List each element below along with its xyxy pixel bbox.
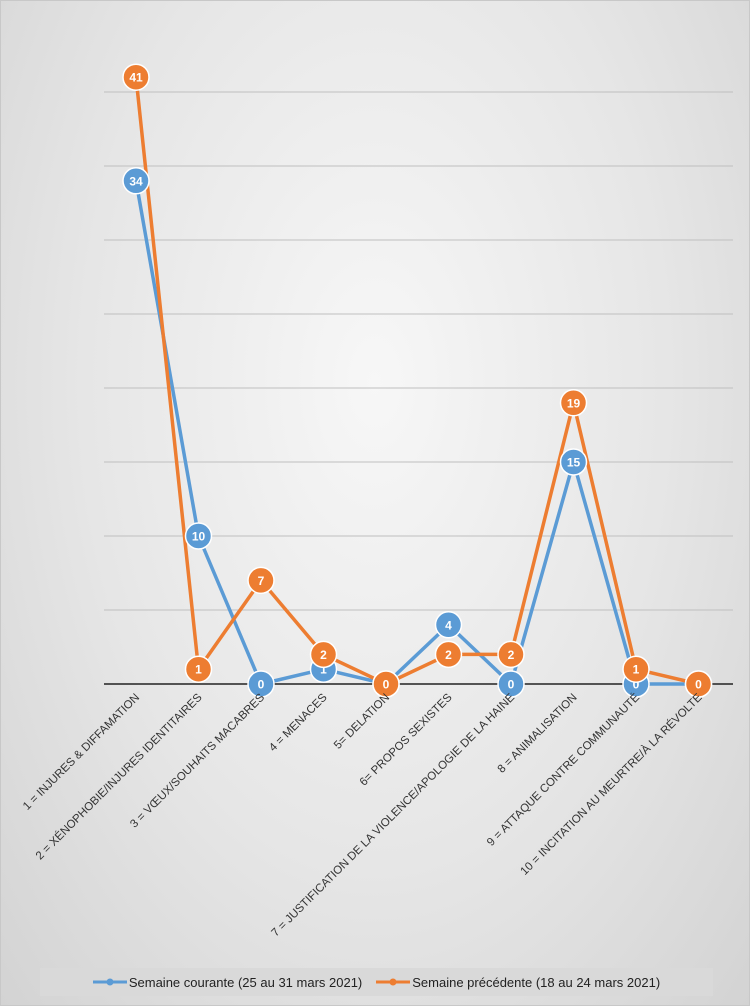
data-point: 0	[372, 670, 400, 698]
data-point-marker	[622, 655, 650, 683]
data-point-marker	[559, 448, 588, 476]
series-lines	[134, 77, 699, 686]
data-point: 1	[622, 655, 650, 683]
legend-label-previous: Semaine précédente (18 au 24 mars 2021)	[412, 974, 661, 990]
data-label: 1	[320, 663, 327, 677]
legend-item-current: Semaine courante (25 au 31 mars 2021)	[92, 974, 363, 990]
data-point: 2	[434, 640, 463, 669]
data-label: 1	[195, 663, 202, 677]
data-point-marker	[184, 655, 213, 683]
data-point-marker	[122, 167, 150, 195]
legend: Semaine courante (25 au 31 mars 2021) Se…	[40, 968, 713, 996]
legend-swatch-current	[92, 978, 127, 986]
data-label: 19	[567, 396, 581, 410]
data-point: 4	[434, 611, 463, 639]
data-point: 2	[497, 640, 525, 669]
data-label: 34	[129, 174, 143, 188]
data-label: 2	[445, 648, 452, 662]
data-point-marker	[122, 63, 150, 91]
data-point: 41	[122, 63, 150, 91]
series-markers: 3410010401500411720221910	[122, 63, 713, 698]
legend-swatch-previous	[376, 978, 411, 986]
data-label: 15	[567, 456, 581, 470]
data-point: 0	[684, 670, 713, 698]
x-tick-label: 4 = MENACES	[267, 691, 330, 754]
data-point-marker	[434, 611, 463, 639]
data-label: 0	[508, 678, 515, 692]
data-point: 2	[309, 640, 338, 669]
data-point: 0	[247, 670, 275, 698]
x-tick-label: 3 = VŒUX/SOUHAITS MACABRES	[128, 691, 267, 830]
data-point-marker	[372, 670, 400, 698]
data-label: 1	[633, 663, 640, 677]
data-point: 19	[559, 389, 588, 417]
gridlines	[104, 91, 733, 685]
data-point: 15	[559, 448, 588, 476]
data-point-marker	[497, 640, 525, 669]
data-label: 2	[320, 648, 327, 662]
data-label: 10	[192, 530, 206, 544]
series-line-2	[134, 77, 699, 686]
x-tick-label: 5= DELATION	[332, 692, 392, 752]
data-point-marker	[497, 670, 525, 698]
data-point: 7	[247, 566, 275, 595]
data-point-marker	[309, 640, 338, 669]
series-line-1	[134, 180, 699, 686]
data-point-marker	[434, 640, 463, 669]
data-point-marker	[247, 566, 275, 595]
data-point: 10	[184, 522, 213, 550]
data-label: 0	[383, 678, 390, 692]
data-point-marker	[559, 389, 588, 417]
data-point-marker	[247, 670, 275, 698]
data-label: 4	[445, 618, 452, 632]
data-label: 0	[695, 678, 702, 692]
data-label: 0	[258, 678, 265, 692]
data-point-marker	[184, 522, 213, 550]
data-point: 34	[122, 167, 150, 195]
x-tick-label: 7 = JUSTIFICATION DE LA VIOLENCE/APOLOGI…	[270, 691, 518, 939]
x-tick-label: 1 = INJURES & DIFFAMATION	[21, 692, 142, 813]
legend-label-current: Semaine courante (25 au 31 mars 2021)	[128, 974, 363, 990]
data-label: 2	[508, 648, 515, 662]
data-point: 0	[497, 670, 525, 698]
data-point-marker	[684, 670, 713, 698]
data-point: 1	[184, 655, 213, 683]
data-label: 7	[258, 574, 265, 588]
legend-item-previous: Semaine précédente (18 au 24 mars 2021)	[376, 975, 660, 990]
data-label: 41	[129, 71, 143, 85]
data-label: 0	[633, 678, 640, 692]
